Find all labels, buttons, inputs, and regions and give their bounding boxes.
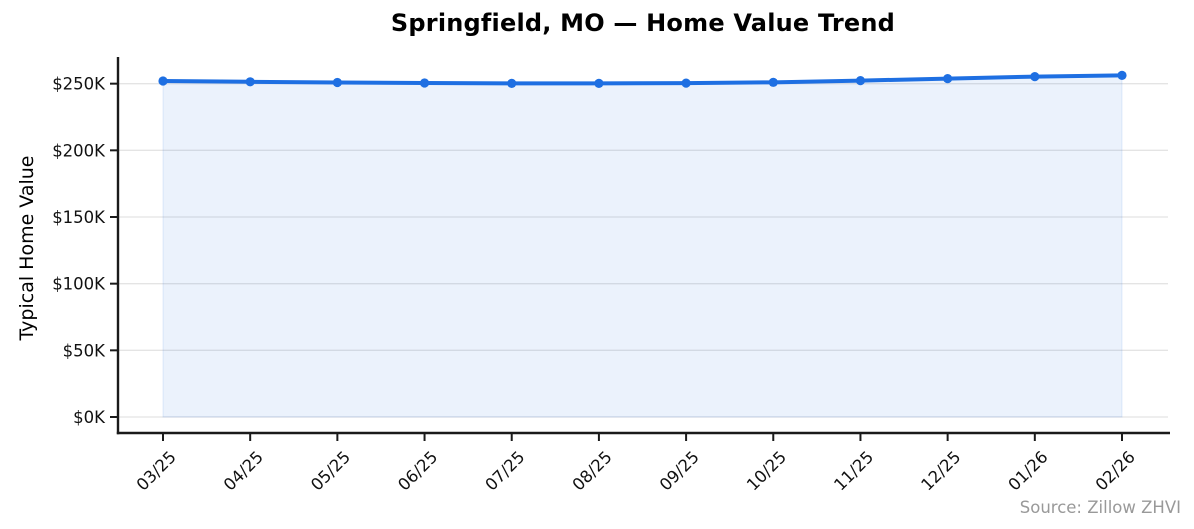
data-point-marker (1117, 70, 1127, 80)
y-tick-label: $100K (52, 275, 106, 294)
x-tick-label: 03/25 (133, 447, 180, 494)
data-point-marker (594, 78, 604, 88)
x-tick-label: 09/25 (656, 447, 703, 494)
area-fill (162, 74, 1123, 418)
y-tick-label: $50K (63, 341, 106, 360)
data-point-marker (943, 74, 953, 84)
x-tick-label: 01/26 (1005, 447, 1052, 494)
data-point-marker (768, 77, 778, 87)
x-tick-label: 06/25 (394, 447, 441, 494)
x-tick-label: 07/25 (481, 447, 528, 494)
x-tick-label: 02/26 (1092, 447, 1139, 494)
data-point-marker (332, 77, 342, 88)
y-tick-label: $150K (52, 208, 106, 227)
x-tick-label: 11/25 (830, 447, 877, 494)
data-point-marker (507, 78, 517, 88)
chart-title: Springfield, MO — Home Value Trend (390, 9, 896, 37)
data-point-marker (245, 77, 255, 87)
data-point-marker (1030, 72, 1040, 82)
x-tick-label: 04/25 (220, 447, 267, 494)
y-tick-label: $250K (52, 75, 106, 94)
y-tick-label: $0K (73, 408, 106, 427)
y-tick-label: $200K (52, 141, 106, 160)
x-tick-label: 08/25 (569, 447, 616, 494)
x-tick-label: 12/25 (917, 447, 964, 494)
data-point-marker (419, 78, 430, 88)
x-tick-label: 05/25 (307, 447, 354, 494)
data-point-marker (158, 76, 168, 86)
trend-line (161, 73, 1124, 86)
source-note: Source: Zillow ZHVI (1019, 498, 1181, 517)
data-point-marker (855, 76, 866, 86)
x-tick-label: 10/25 (743, 447, 790, 494)
data-point-marker (681, 78, 691, 88)
